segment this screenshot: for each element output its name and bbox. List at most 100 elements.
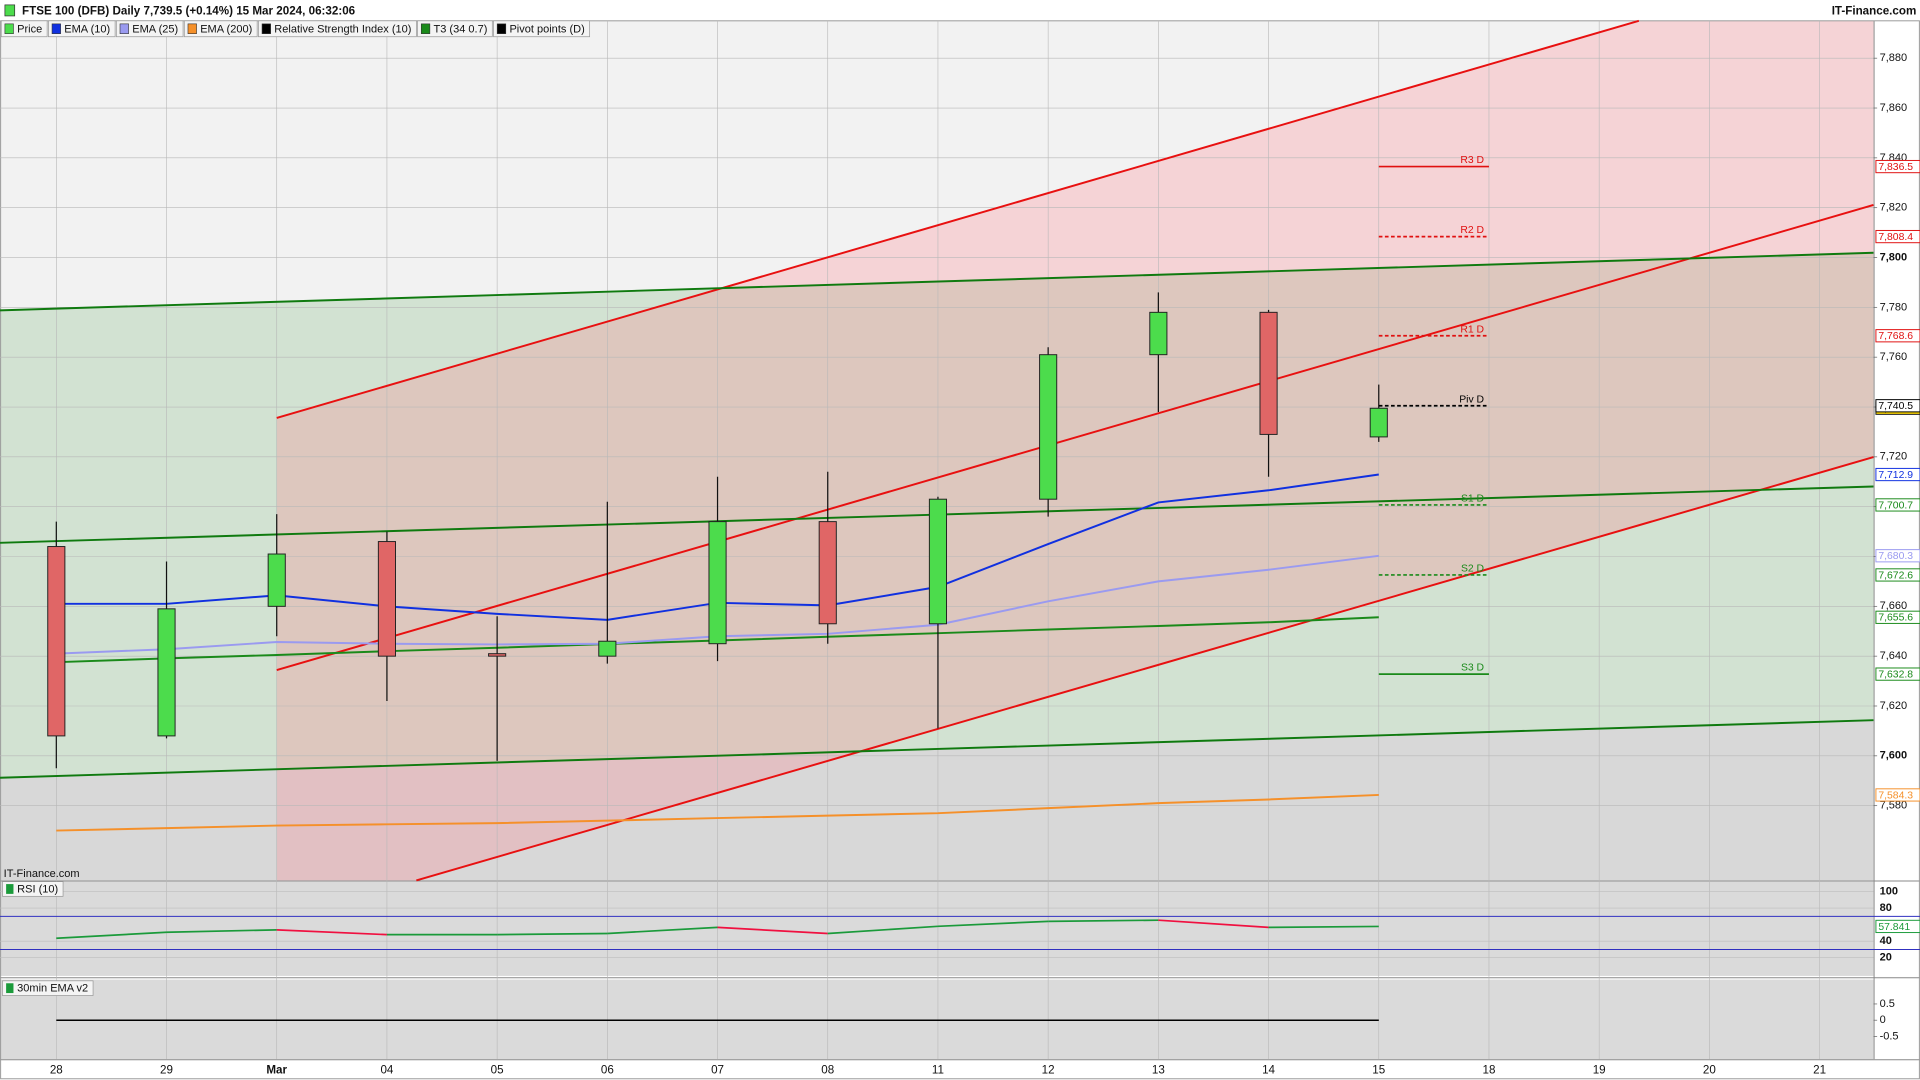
value-label-box — [1875, 667, 1920, 681]
trend-line — [276, 19, 1640, 419]
pivot-name: R2 D — [1460, 225, 1484, 236]
x-tick-label: 11 — [932, 1063, 944, 1076]
value-label-box — [1875, 329, 1920, 343]
candle-body — [1259, 311, 1278, 435]
y-tick-label: 80 — [1880, 902, 1892, 914]
y-tick-label: 7,860 — [1880, 102, 1908, 114]
x-tick-label: 21 — [1813, 1063, 1826, 1076]
legend-label: EMA (25) — [132, 23, 178, 35]
value-label: 7,632.8 — [1878, 669, 1913, 680]
candle-body — [267, 553, 286, 607]
lower-zone — [0, 720, 1874, 881]
value-label: 7,712.9 — [1878, 470, 1913, 481]
y-tick-label: 7,720 — [1880, 451, 1908, 463]
value-label-box — [1875, 568, 1920, 582]
upper-zone — [0, 20, 1874, 311]
rsi-segment — [607, 926, 718, 935]
x-tick-label: 29 — [160, 1063, 173, 1076]
x-tick-label: 12 — [1042, 1063, 1055, 1076]
value-label-box — [1875, 467, 1920, 482]
trend-line — [0, 251, 1874, 312]
candle-body — [47, 546, 66, 737]
y-tick-label: 7,600 — [1880, 750, 1908, 762]
ema-pane — [0, 979, 1874, 1060]
value-label-box — [1875, 788, 1920, 802]
chart-title: FTSE 100 (DFB) Daily 7,739.5 (+0.14%) 15… — [22, 5, 356, 18]
candle-body — [157, 608, 176, 737]
candle-body — [488, 653, 507, 657]
rsi-segment — [827, 925, 939, 935]
pivot-name: S1 D — [1461, 494, 1484, 505]
candle-body — [818, 521, 837, 625]
rsi-plot — [0, 891, 1874, 959]
legend-item — [493, 20, 591, 38]
value-label-box — [1875, 159, 1920, 174]
legend-swatch — [119, 23, 129, 34]
value-label-box — [1875, 498, 1920, 512]
value-label-box — [1875, 399, 1920, 413]
y-tick-label: 7,800 — [1880, 251, 1908, 263]
candle-body — [377, 541, 396, 657]
trend-line — [416, 456, 1874, 882]
pivot-name: S3 D — [1461, 663, 1484, 674]
legend-item — [183, 20, 258, 38]
pane-title: 30min EMA v2 — [17, 983, 88, 995]
y-tick-label: 7,880 — [1880, 52, 1908, 64]
value-label: 7,584.3 — [1878, 790, 1913, 801]
rsi-segment — [1268, 925, 1379, 929]
y-tick-label: 7,820 — [1880, 202, 1908, 214]
overlay: 28 29 Mar 04 05 06 07 08 11 12 13 14 15 18 19 20 21 7,580… — [0, 19, 1920, 1080]
value-label: 7,740.5 — [1878, 401, 1913, 412]
value-label: 7,836.5 — [1878, 162, 1913, 173]
legend-item — [258, 20, 417, 38]
rsi-segment — [937, 920, 1049, 928]
rsi-segment — [166, 928, 277, 934]
candle-body — [598, 640, 617, 657]
pane-title-box — [2, 881, 64, 897]
x-tick-label: 13 — [1152, 1063, 1165, 1076]
main-pane — [0, 20, 1874, 881]
legend-item — [48, 20, 116, 38]
brand: IT-Finance.com — [1832, 5, 1917, 18]
candle-body — [1149, 311, 1168, 356]
y-tick-label: 0.5 — [1880, 998, 1895, 1010]
y-tick-label: 0 — [1880, 1014, 1886, 1026]
x-tick-label: 14 — [1262, 1063, 1275, 1076]
legend-label: Relative Strength Index (10) — [274, 23, 411, 35]
x-tick-label: 06 — [601, 1063, 614, 1076]
x-tick-label: 04 — [380, 1063, 393, 1076]
value-label-box — [1875, 610, 1920, 624]
y-tick-label: 20 — [1880, 952, 1892, 964]
y-tick-label: 7,620 — [1880, 700, 1908, 712]
legend-item — [115, 20, 184, 38]
x-tick-label: 20 — [1703, 1063, 1716, 1076]
legend-label: EMA (10) — [64, 23, 110, 35]
pane-title: RSI (10) — [17, 883, 58, 895]
rsi-segment — [276, 928, 387, 936]
rsi-segment — [56, 931, 167, 940]
indicator-line — [56, 793, 1379, 832]
rsi-segment — [1158, 919, 1269, 929]
y-tick-label: 7,640 — [1880, 650, 1908, 662]
legend-label: T3 (34 0.7) — [434, 23, 488, 35]
legend-swatch — [187, 23, 197, 34]
x-tick-label: 15 — [1372, 1063, 1385, 1076]
x-tick-label: 19 — [1593, 1063, 1606, 1076]
value-label: 7,700.7 — [1878, 500, 1913, 511]
legend-swatch — [6, 884, 14, 894]
rsi-segment — [497, 932, 608, 936]
candle-body — [1039, 354, 1058, 500]
value-label: 7,680.3 — [1878, 551, 1913, 562]
value-label-box — [1875, 229, 1920, 244]
value-label: 7,655.6 — [1878, 613, 1913, 624]
y-tick-label: 40 — [1880, 935, 1892, 947]
watermark: IT-Finance.com — [4, 868, 80, 880]
x-tick-label: 08 — [821, 1063, 834, 1076]
legend-swatch — [51, 23, 61, 34]
rsi-segment — [1048, 919, 1159, 923]
legend-swatch — [4, 23, 14, 34]
x-tick-label: 18 — [1482, 1063, 1495, 1076]
value-label: 7,768.6 — [1878, 331, 1913, 342]
